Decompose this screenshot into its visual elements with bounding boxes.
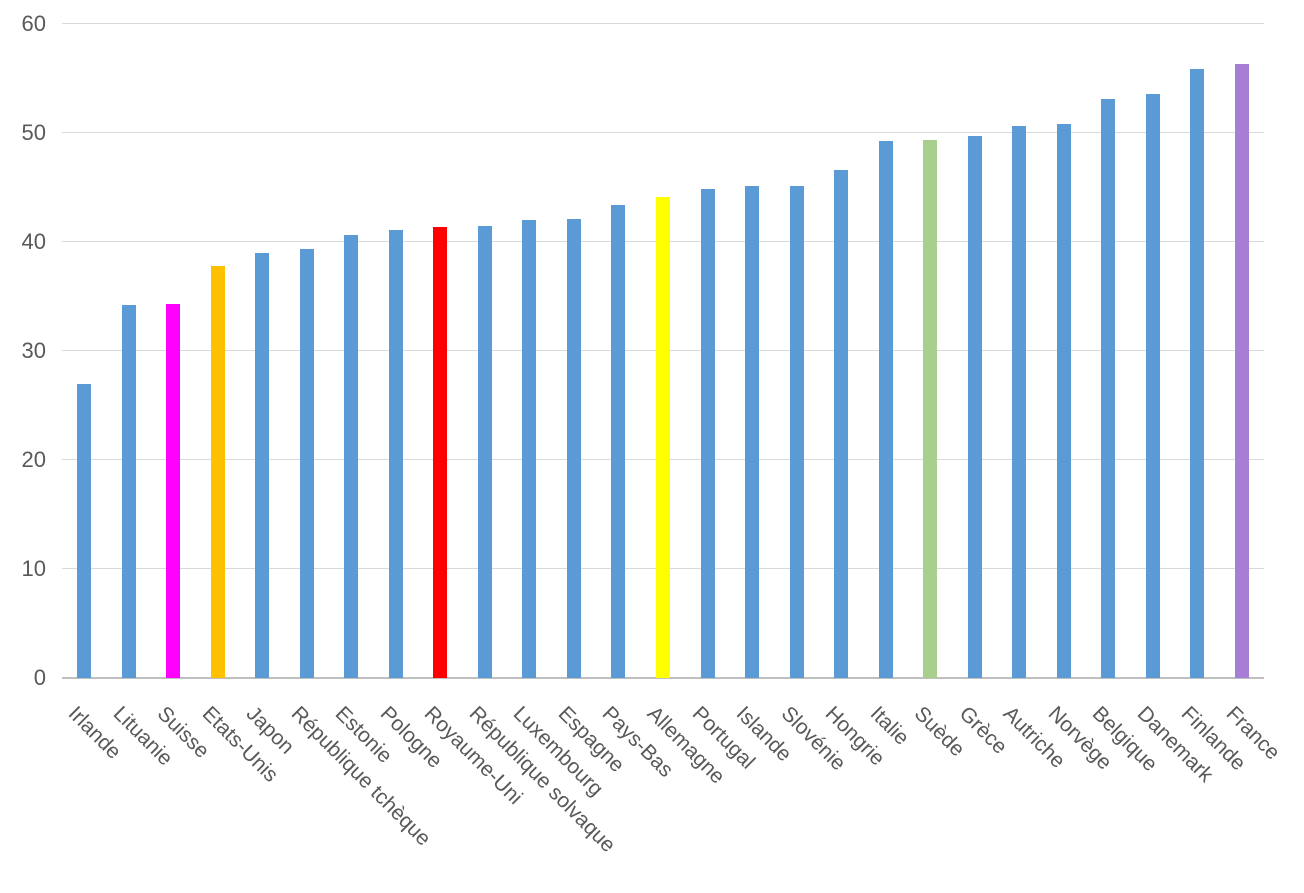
y-tick-label-20: 20 — [21, 447, 46, 472]
bar-Suisse — [166, 304, 181, 678]
bar-Luxembourg — [522, 220, 537, 678]
gridline-60 — [62, 23, 1264, 24]
bar-Royaume-Uni — [433, 226, 448, 678]
bar-Pays-Bas — [611, 204, 626, 678]
bar-Espagne — [566, 219, 581, 678]
bar-Pologne — [388, 230, 403, 678]
y-tick-label-10: 10 — [21, 556, 46, 581]
bar-Japon — [255, 252, 270, 678]
bar-Slovénie — [789, 186, 804, 678]
y-tick-label-50: 50 — [21, 120, 46, 145]
bar-Allemagne — [656, 197, 670, 678]
bar-Islande — [745, 186, 760, 678]
bar-République tchèque — [299, 248, 314, 678]
bar-Etats-Unis — [210, 265, 225, 678]
bar-Finlande — [1190, 68, 1205, 678]
bar-Norvège — [1056, 124, 1071, 678]
bar-Danemark — [1145, 93, 1160, 678]
bar-Hongrie — [834, 170, 849, 678]
bar-Portugal — [700, 188, 715, 678]
bar-Italie — [878, 140, 893, 678]
bar-République solvaque — [477, 225, 492, 678]
plot-area — [62, 23, 1264, 679]
y-tick-label-0: 0 — [33, 665, 46, 690]
bar-Suède — [923, 139, 938, 678]
bar-Estonie — [344, 235, 359, 678]
bar-Grèce — [967, 136, 982, 678]
y-tick-label-40: 40 — [21, 229, 46, 254]
gridline-50 — [62, 132, 1264, 133]
bar-Lituanie — [121, 305, 136, 678]
bar-Irlande — [77, 383, 92, 678]
bar-Autriche — [1012, 126, 1027, 678]
y-tick-label-30: 30 — [21, 338, 46, 363]
x-axis-line — [62, 677, 1264, 679]
y-tick-label-60: 60 — [21, 11, 46, 36]
bar-France — [1234, 64, 1249, 678]
bar-Belgique — [1101, 99, 1116, 678]
